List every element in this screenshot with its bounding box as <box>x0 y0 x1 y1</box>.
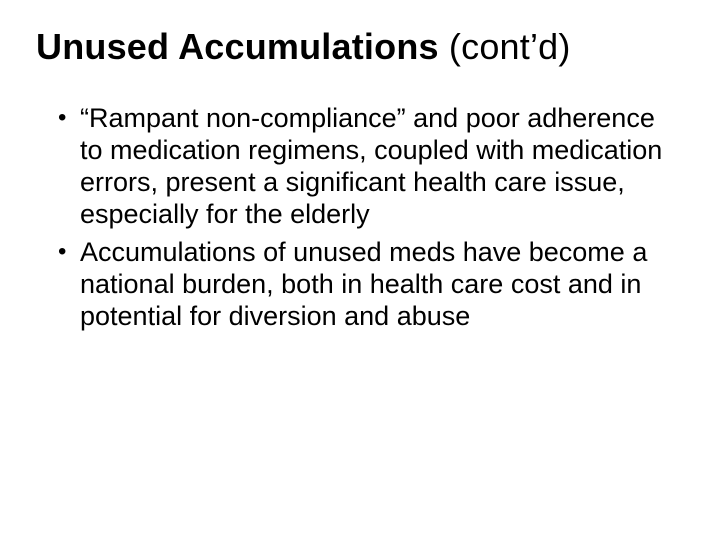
bullet-text: “Rampant non-compliance” and poor adhere… <box>80 103 662 229</box>
slide: Unused Accumulations (cont’d) “Rampant n… <box>0 0 720 540</box>
slide-title: Unused Accumulations (cont’d) <box>36 26 684 67</box>
slide-title-contd: (cont’d) <box>439 26 571 67</box>
list-item: “Rampant non-compliance” and poor adhere… <box>58 103 684 230</box>
bullet-text: Accumulations of unused meds have become… <box>80 237 647 331</box>
list-item: Accumulations of unused meds have become… <box>58 237 684 333</box>
bullet-list: “Rampant non-compliance” and poor adhere… <box>36 103 684 332</box>
slide-title-bold: Unused Accumulations <box>36 26 439 67</box>
